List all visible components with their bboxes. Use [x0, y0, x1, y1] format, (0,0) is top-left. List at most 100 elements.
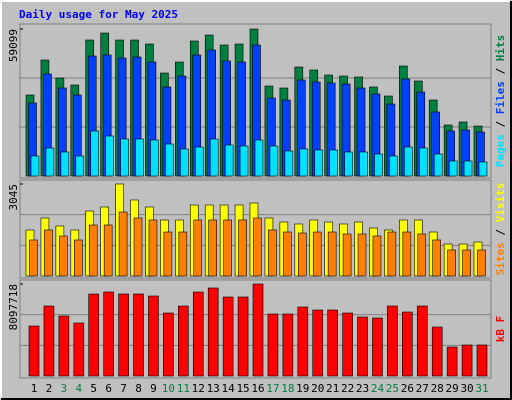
- bar: [163, 231, 173, 277]
- bar: [462, 249, 471, 277]
- legend-separator: /: [494, 61, 507, 81]
- bar: [297, 306, 309, 377]
- bar: [133, 217, 143, 277]
- bar: [88, 293, 100, 377]
- bar: [387, 231, 397, 277]
- bar: [165, 143, 174, 177]
- bar: [357, 233, 367, 277]
- bar: [178, 231, 188, 277]
- x-tick-label: 20: [311, 382, 324, 395]
- bar: [342, 233, 352, 277]
- legend-entry: kB F: [494, 316, 507, 343]
- bar: [118, 293, 129, 377]
- bar: [90, 130, 100, 177]
- bar: [327, 309, 338, 377]
- x-tick-label: 18: [281, 382, 294, 395]
- bar: [448, 160, 458, 177]
- x-tick-label: 4: [75, 382, 82, 395]
- bar: [208, 219, 217, 277]
- x-tick-label: 31: [475, 382, 488, 395]
- x-tick-label: 5: [90, 382, 97, 395]
- bar: [359, 151, 368, 177]
- bar: [58, 315, 70, 377]
- bar: [463, 160, 473, 177]
- x-tick-label: 22: [341, 382, 354, 395]
- bar: [105, 135, 114, 177]
- bar: [43, 305, 55, 377]
- bar: [252, 283, 264, 377]
- x-tick-label: 19: [296, 382, 309, 395]
- bar: [284, 150, 294, 177]
- x-tick-label: 17: [266, 382, 279, 395]
- bar: [312, 231, 322, 277]
- bar: [74, 239, 83, 277]
- bar: [344, 151, 353, 177]
- x-tick-label: 7: [120, 382, 127, 395]
- bar: [269, 145, 279, 177]
- bar: [417, 233, 427, 277]
- bar: [239, 145, 249, 177]
- x-tick-label: 24: [371, 382, 385, 395]
- x-tick-label: 27: [416, 382, 429, 395]
- bar: [30, 155, 40, 177]
- bar: [224, 144, 234, 177]
- bar: [88, 224, 98, 277]
- bar: [327, 231, 337, 277]
- bar: [372, 317, 383, 377]
- bar: [192, 291, 204, 377]
- bar: [133, 293, 144, 377]
- bar: [207, 287, 219, 377]
- bar: [431, 326, 443, 377]
- bar: [135, 138, 144, 177]
- bar: [180, 148, 189, 177]
- x-tick-label: 2: [46, 382, 53, 395]
- bar: [342, 312, 353, 377]
- bar: [103, 224, 113, 277]
- x-tick-label: 6: [105, 382, 112, 395]
- bar: [374, 153, 383, 177]
- x-tick-label: 26: [401, 382, 414, 395]
- y-tick-label: 8097718: [7, 284, 20, 330]
- x-tick-label: 14: [222, 382, 236, 395]
- bar: [237, 296, 249, 377]
- y-tick-label: 59099: [7, 29, 20, 62]
- bar: [29, 239, 38, 277]
- bar: [193, 219, 203, 277]
- bar: [478, 161, 488, 177]
- bar: [44, 229, 53, 277]
- bar: [73, 322, 85, 377]
- bar: [238, 219, 247, 277]
- bar: [402, 231, 412, 277]
- bar: [447, 249, 456, 277]
- bar: [223, 219, 232, 277]
- legend-separator: /: [494, 114, 507, 134]
- x-tick-label: 9: [150, 382, 157, 395]
- x-tick-label: 10: [162, 382, 175, 395]
- legend: Pages / Files / Hits: [494, 35, 507, 168]
- x-tick-label: 29: [446, 382, 459, 395]
- bar: [118, 211, 128, 277]
- x-tick-label: 16: [251, 382, 264, 395]
- x-tick-label: 8: [135, 382, 142, 395]
- bar: [194, 146, 204, 177]
- legend-entry: Pages: [494, 134, 507, 167]
- bar: [75, 155, 85, 177]
- legend: Sites / Visits: [494, 183, 507, 276]
- bar: [314, 149, 324, 177]
- bar: [282, 313, 294, 377]
- bar: [268, 229, 277, 277]
- bar: [299, 148, 309, 177]
- bar: [389, 155, 398, 177]
- bar: [433, 153, 443, 177]
- bar: [416, 305, 428, 377]
- bar: [253, 217, 262, 277]
- x-tick-label: 11: [177, 382, 190, 395]
- chart-title: Daily usage for May 2025: [19, 8, 178, 21]
- bar: [254, 139, 264, 177]
- legend-entry: Visits: [494, 183, 507, 223]
- bar: [372, 235, 382, 277]
- bar: [150, 139, 159, 177]
- y-tick-label: 3045: [7, 184, 20, 211]
